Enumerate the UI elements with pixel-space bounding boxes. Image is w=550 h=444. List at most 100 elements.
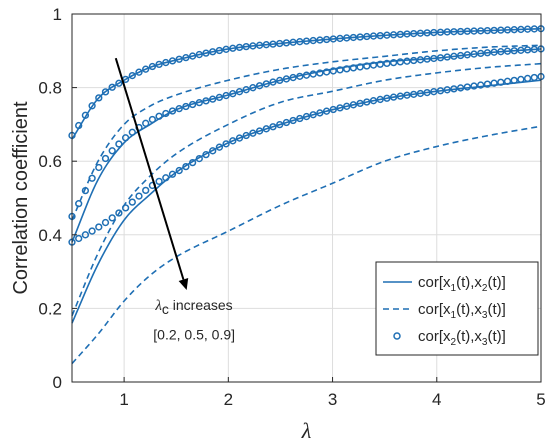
data-point-marker [322, 68, 331, 76]
data-point-marker [235, 43, 244, 52]
data-point-marker [316, 69, 324, 77]
data-point-marker [376, 60, 384, 68]
data-point-marker [222, 140, 230, 148]
legend-label: cor[x1(t),x3(t)] [418, 301, 506, 321]
data-point-marker [456, 84, 465, 92]
data-point-marker [523, 25, 532, 33]
data-point-marker [490, 48, 498, 56]
series-dashed-lambda-c-0.9 [71, 125, 542, 365]
data-point-marker [497, 48, 505, 56]
data-point-marker [188, 158, 197, 167]
data-point-marker [376, 31, 384, 40]
lambda-c-annotation: λc increases [0.2, 0.5, 0.9] [114, 57, 235, 343]
data-point-marker [302, 71, 311, 79]
data-point-marker [302, 37, 311, 45]
data-point-marker [510, 26, 518, 34]
data-point-marker [81, 111, 90, 119]
data-point-marker [336, 104, 344, 112]
data-point-marker [255, 82, 264, 90]
y-tick-label: 0.4 [38, 226, 62, 245]
data-point-marker [101, 154, 110, 163]
data-point-marker [175, 166, 183, 175]
data-point-marker [168, 57, 177, 65]
data-point-marker [249, 84, 257, 92]
data-point-marker [128, 198, 136, 206]
data-point-marker [135, 68, 143, 76]
data-point-marker [242, 42, 250, 51]
annotation-values: [0.2, 0.5, 0.9] [153, 327, 235, 343]
data-point-marker [423, 29, 431, 37]
data-point-marker [510, 76, 518, 84]
data-point-marker [162, 58, 170, 67]
data-point-marker [255, 127, 264, 135]
data-point-marker [477, 81, 485, 89]
legend-entry-solid: cor[x1(t),x2(t)] [383, 274, 506, 294]
data-point-marker [209, 147, 217, 155]
x-axis-label: λ [301, 418, 312, 443]
data-point-marker [517, 25, 525, 34]
legend-entry-markers: cor[x2(t),x3(t)] [393, 328, 506, 348]
data-point-marker [242, 131, 250, 140]
data-point-marker [296, 72, 304, 80]
x-tick-label: 4 [432, 390, 441, 409]
data-point-marker [209, 48, 217, 56]
data-point-marker [503, 47, 512, 55]
data-point-marker [289, 73, 297, 82]
data-point-marker [523, 74, 532, 83]
data-point-marker [363, 98, 371, 106]
data-point-marker [396, 30, 404, 39]
series-markers-lambda-c-0.2 [68, 25, 545, 140]
data-point-marker [356, 63, 364, 71]
data-point-marker [95, 94, 103, 102]
data-point-marker [450, 52, 458, 60]
data-point-marker [142, 186, 150, 195]
annotation-arrow-head [178, 278, 189, 290]
y-axis-label: Correlation coefficient [10, 101, 32, 295]
data-point-marker [376, 95, 384, 104]
data-point-marker [463, 51, 471, 59]
data-point-marker [215, 93, 224, 102]
data-point-marker [276, 76, 284, 85]
data-point-marker [195, 154, 203, 163]
data-point-marker [450, 28, 458, 36]
data-point-marker [483, 26, 492, 35]
data-point-marker [148, 62, 157, 71]
data-point-marker [410, 90, 418, 98]
data-point-marker [369, 97, 378, 105]
data-point-marker [329, 105, 337, 114]
data-point-marker [410, 29, 418, 38]
data-point-marker [95, 163, 103, 172]
annotation-arrow-shaft [114, 57, 185, 280]
data-point-marker [269, 123, 277, 131]
data-point-marker [383, 31, 391, 39]
data-point-marker [349, 33, 358, 42]
data-point-marker [168, 170, 177, 178]
data-point-marker [423, 55, 431, 63]
data-point-marker [88, 174, 96, 182]
data-point-marker [349, 64, 358, 72]
data-point-marker [121, 204, 130, 212]
data-point-marker [108, 147, 116, 155]
data-point-marker [369, 32, 378, 40]
data-point-marker [363, 32, 371, 41]
data-point-marker [135, 192, 143, 200]
data-point-marker [456, 27, 465, 36]
data-point-marker [436, 54, 445, 62]
data-point-marker [483, 80, 492, 88]
data-point-marker [289, 38, 297, 46]
data-point-marker [128, 71, 136, 80]
data-point-marker [403, 30, 411, 38]
data-point-marker [282, 39, 291, 47]
data-point-marker [510, 47, 518, 55]
data-point-marker [517, 75, 525, 84]
data-point-marker [356, 99, 364, 108]
data-point-marker [503, 77, 512, 85]
data-point-marker [229, 90, 237, 98]
data-point-marker [195, 50, 203, 59]
data-point-marker [416, 89, 425, 98]
data-point-marker [101, 88, 110, 96]
y-tick-label: 0.6 [38, 152, 62, 171]
data-point-marker [215, 46, 224, 55]
data-point-marker [456, 51, 465, 60]
